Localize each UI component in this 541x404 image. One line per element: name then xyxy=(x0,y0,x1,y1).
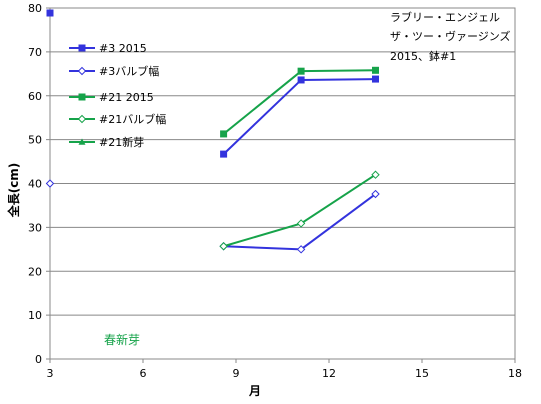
y-tick-label: 10 xyxy=(28,309,42,322)
data-point xyxy=(296,245,306,254)
x-tick-label: 6 xyxy=(140,367,147,380)
x-tick-label: 3 xyxy=(47,367,54,380)
legend-item: #21 2015 xyxy=(69,91,154,104)
legend-label: #21 2015 xyxy=(99,91,154,104)
y-tick-label: 30 xyxy=(28,221,42,234)
legend-item: #21バルブ幅 xyxy=(69,112,166,126)
legend-label: #21バルブ幅 xyxy=(99,112,166,126)
x-axis-ticks: 3 6 9 12 15 18 xyxy=(47,359,522,380)
data-point xyxy=(78,93,86,101)
x-tick-label: 12 xyxy=(322,367,336,380)
x-tick-label: 9 xyxy=(233,367,240,380)
y-tick-label: 70 xyxy=(28,46,42,59)
data-point xyxy=(372,66,379,74)
y-axis-ticks: 0 10 20 30 40 50 60 70 80 xyxy=(28,2,50,366)
y-tick-label: 0 xyxy=(35,353,42,366)
y-tick-label: 80 xyxy=(28,2,42,15)
legend: #3 2015 #3バルブ幅 #21 2015 #21バルブ幅 #21新芽 xyxy=(69,42,166,149)
chart-title: ラブリー・エンジェル ザ・ツー・ヴァージンズ 2015、鉢#1 xyxy=(390,10,511,63)
annotation-spring-shoot: 春新芽 xyxy=(104,332,140,347)
legend-label: #3 2015 xyxy=(99,42,147,55)
data-point xyxy=(297,76,305,84)
grid-lines xyxy=(50,7,515,316)
data-point xyxy=(220,150,228,158)
data-point xyxy=(77,114,87,124)
data-point xyxy=(45,179,55,188)
x-tick-label: 18 xyxy=(508,367,522,380)
title-line-2: ザ・ツー・ヴァージンズ xyxy=(390,29,511,43)
data-point xyxy=(296,219,306,228)
data-point xyxy=(46,9,54,17)
legend-item: #21新芽 xyxy=(69,135,144,149)
data-point xyxy=(219,242,228,251)
y-axis-title: 全長(cm) xyxy=(6,163,21,219)
data-point xyxy=(372,75,379,83)
series-group xyxy=(45,9,380,254)
legend-label: #3バルブ幅 xyxy=(99,64,159,78)
data-point xyxy=(297,67,305,75)
data-point xyxy=(77,66,87,76)
title-line-1: ラブリー・エンジェル xyxy=(390,10,500,24)
series--21-2015 xyxy=(220,66,379,138)
series--21- xyxy=(219,170,380,251)
x-tick-label: 15 xyxy=(415,367,429,380)
y-tick-label: 60 xyxy=(28,90,42,103)
data-point xyxy=(371,170,380,179)
legend-item: #3バルブ幅 xyxy=(69,64,159,78)
title-line-3: 2015、鉢#1 xyxy=(390,49,456,63)
y-tick-label: 50 xyxy=(28,134,42,147)
legend-label: #21新芽 xyxy=(99,135,144,149)
y-tick-label: 40 xyxy=(28,178,42,191)
data-point xyxy=(220,130,228,138)
x-axis-title: 月 xyxy=(248,384,261,398)
data-point xyxy=(78,138,86,145)
data-point xyxy=(371,189,380,199)
legend-item: #3 2015 xyxy=(69,42,147,55)
series--3-2015 xyxy=(46,9,379,158)
y-tick-label: 20 xyxy=(28,265,42,278)
data-point xyxy=(78,44,86,52)
